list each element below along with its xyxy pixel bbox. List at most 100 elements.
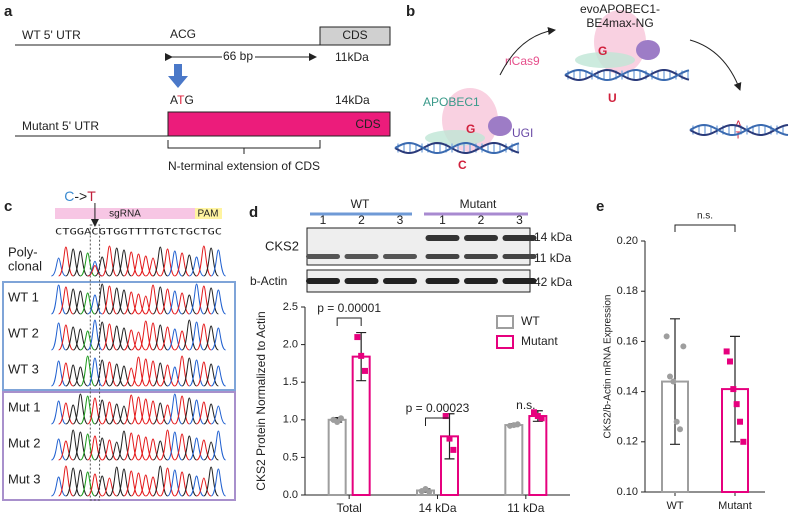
panel-d: d WT Mutant CKS2 b-Actin 14 kDa 11 kDa 4… xyxy=(249,197,572,293)
trace-peak xyxy=(174,330,190,351)
trace-peak xyxy=(65,326,81,351)
cks2: CKS2 xyxy=(265,238,299,253)
trace-peak xyxy=(189,359,205,387)
trace-peak xyxy=(152,465,169,497)
trace-peak xyxy=(72,290,88,315)
data-point xyxy=(514,421,521,428)
actin: b-Actin xyxy=(250,274,287,288)
apobec-blob xyxy=(425,130,485,146)
wt-group: WT xyxy=(351,197,370,211)
trace-peak xyxy=(196,401,212,425)
trace-peak xyxy=(145,257,161,277)
data-point xyxy=(337,415,344,422)
band xyxy=(502,254,537,259)
base-t: T xyxy=(735,131,741,142)
trace-peak xyxy=(167,431,183,461)
y-tick-label: 0.16 xyxy=(617,335,638,347)
trace-peak xyxy=(174,395,190,425)
band xyxy=(502,278,537,284)
base-g: G xyxy=(598,44,607,58)
data-point xyxy=(334,419,341,426)
data-point xyxy=(723,348,730,355)
mut-to: T xyxy=(87,188,96,204)
trace-peak xyxy=(130,472,147,497)
bar xyxy=(327,418,347,496)
trace-peak xyxy=(109,403,125,425)
band xyxy=(425,235,460,241)
trace-peak xyxy=(101,245,118,277)
trace-peak xyxy=(87,357,103,387)
trace-peak xyxy=(51,360,67,387)
trace-peak xyxy=(189,437,205,461)
trace-peak xyxy=(167,290,183,315)
data-point xyxy=(673,418,680,425)
cds: CDS xyxy=(342,28,367,42)
annotation: p = 0.00001 xyxy=(317,301,381,315)
x-tick-label: Mutant xyxy=(718,500,752,512)
trace-peak xyxy=(94,283,110,315)
trace-peak xyxy=(87,435,103,461)
legend-label: WT xyxy=(521,314,540,328)
base-g: G xyxy=(466,122,475,136)
trace-peak xyxy=(79,355,96,387)
data-point xyxy=(740,438,747,445)
trace-peak xyxy=(58,324,74,351)
atg: ATG xyxy=(170,93,194,107)
data-point xyxy=(730,386,737,393)
base-u: U xyxy=(608,91,617,105)
trace-peak xyxy=(130,356,147,387)
wt-cds xyxy=(319,26,391,46)
trace-peak xyxy=(152,286,168,315)
trace-peak xyxy=(130,434,147,461)
trace-peak xyxy=(152,402,168,425)
trace-peak xyxy=(101,439,117,461)
trace-peak xyxy=(94,399,110,425)
trace-peak xyxy=(174,292,190,315)
x-tick-label: Total xyxy=(336,501,361,515)
dna-strand xyxy=(689,123,789,136)
trace-peak xyxy=(94,321,110,351)
panel-e: e xyxy=(596,198,604,215)
trace-peak xyxy=(159,429,176,461)
legend-label: Mutant xyxy=(521,334,558,348)
trace-peak xyxy=(189,475,205,497)
trace-peak xyxy=(210,468,226,497)
x-tick-label: 14 kDa xyxy=(418,501,456,515)
apobec: APOBEC1 xyxy=(423,95,480,109)
trace-peak xyxy=(138,295,154,315)
annotation: n.s. xyxy=(697,211,713,222)
atg-t: T xyxy=(177,93,185,107)
band xyxy=(344,278,379,284)
acg: ACG xyxy=(170,27,196,41)
trace-peak xyxy=(203,287,219,315)
trace-peak xyxy=(210,365,226,387)
trace-peak xyxy=(196,323,212,351)
cks2-blot xyxy=(306,227,531,266)
dna-strand xyxy=(564,69,690,82)
panel-label: b xyxy=(406,3,415,20)
band xyxy=(306,254,340,259)
annotation: n.s. xyxy=(516,398,535,412)
panel-label: c xyxy=(4,198,12,215)
annotation: p = 0.00023 xyxy=(406,401,470,415)
band xyxy=(464,235,498,241)
trace-peak xyxy=(65,288,81,315)
trace-peak xyxy=(65,467,81,497)
trace-peak xyxy=(138,320,154,351)
panel-label: d xyxy=(249,204,258,221)
lane-label: 1 xyxy=(320,213,327,227)
trace-peak xyxy=(101,285,118,315)
data-point xyxy=(733,401,740,408)
row-label: Mut 3 xyxy=(8,471,41,486)
dna-strand xyxy=(564,68,690,81)
trace-peak xyxy=(65,404,81,425)
down-arrow xyxy=(168,64,188,88)
trace-peak xyxy=(174,355,190,387)
trace-peak xyxy=(138,358,154,387)
trace-peak xyxy=(109,363,125,387)
trace-peak xyxy=(80,395,96,425)
trace-peak xyxy=(51,438,67,461)
trace-peak xyxy=(72,431,88,461)
mut-cds-label: CDS xyxy=(355,117,380,131)
distance: 66 bp xyxy=(223,49,253,63)
